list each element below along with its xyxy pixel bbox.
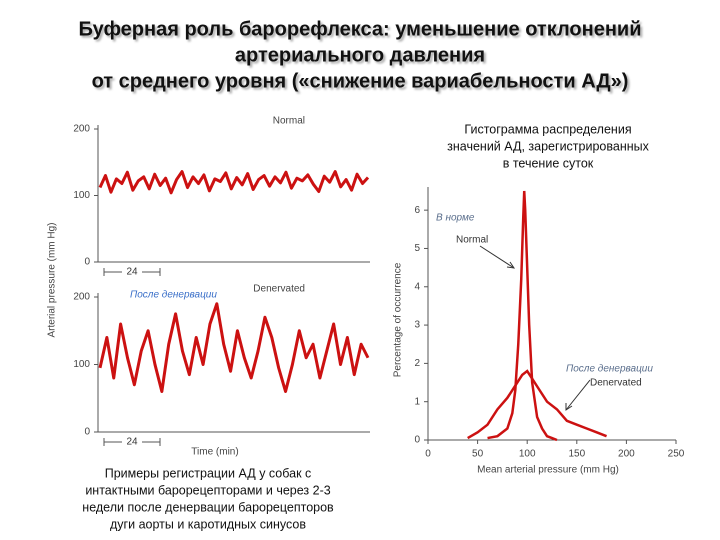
caption-line: интактными барорецепторами и через 2-3 (85, 483, 330, 497)
caption-line: недели после денервации барорецепторов (82, 500, 334, 514)
x-tick-label: 50 (472, 449, 484, 460)
y-tick-label: 100 (73, 359, 90, 370)
title-line: от среднего уровня («снижение вариабельн… (92, 70, 629, 92)
y-tick-label: 4 (414, 281, 420, 292)
arrows (479, 245, 591, 411)
x-tick-label: 150 (568, 449, 585, 460)
annotation: В норме (436, 213, 475, 224)
annotation: Denervated (590, 378, 642, 389)
pressure-trace (98, 302, 370, 393)
pressure-trace (98, 170, 370, 195)
y-tick-label: 100 (73, 190, 90, 201)
y-tick-label: 3 (414, 320, 420, 331)
y-tick-label: 5 (414, 243, 420, 254)
caption-line: Примеры регистрации АД у собак с (105, 466, 312, 480)
x-axis-label: Time (min) (191, 447, 238, 458)
annotation: Denervated (253, 284, 305, 295)
y-tick-label: 2 (414, 358, 420, 369)
x-axis-label: Mean arterial pressure (mm Hg) (477, 465, 619, 476)
series-line (487, 190, 558, 442)
y-tick-label: 0 (414, 435, 420, 446)
x-tick-label: 250 (668, 449, 685, 460)
caption-line: в течение суток (503, 156, 594, 170)
x-tick-label: 200 (618, 449, 635, 460)
y-axis-label: Arterial pressure (mm Hg) (47, 222, 58, 337)
annotation: Normal (456, 235, 488, 246)
y-axis-label: Percentage of occurrence (393, 262, 404, 377)
series-line (467, 369, 608, 440)
x-tick-label: 0 (425, 449, 431, 460)
caption-line: значений АД, зарегистрированных (447, 139, 649, 153)
annotation: 24 (126, 437, 138, 448)
caption-line: дуги аорты и каротидных синусов (110, 517, 306, 531)
annotation: После денервации (130, 290, 217, 301)
y-tick-label: 200 (73, 124, 90, 135)
y-tick-label: 6 (414, 205, 420, 216)
y-tick-label: 0 (84, 257, 90, 268)
x-tick-label: 100 (519, 449, 536, 460)
y-tick-label: 0 (84, 427, 90, 438)
annotation: После денервации (566, 364, 653, 375)
annotation: 24 (126, 267, 138, 278)
annotation: Normal (273, 116, 305, 127)
time-brackets (103, 268, 161, 446)
title-line: Буферная роль барорефлекса: уменьшение о… (78, 18, 641, 40)
title-line: артериального давления (235, 44, 485, 66)
y-tick-label: 200 (73, 292, 90, 303)
caption-line: Гистограмма распределения (464, 122, 631, 136)
y-tick-label: 1 (414, 396, 420, 407)
